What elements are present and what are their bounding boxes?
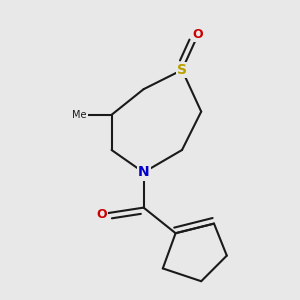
Text: S: S: [177, 63, 187, 77]
Text: N: N: [138, 165, 149, 179]
Text: O: O: [193, 28, 203, 41]
Text: O: O: [97, 208, 107, 220]
Text: Me: Me: [72, 110, 87, 120]
